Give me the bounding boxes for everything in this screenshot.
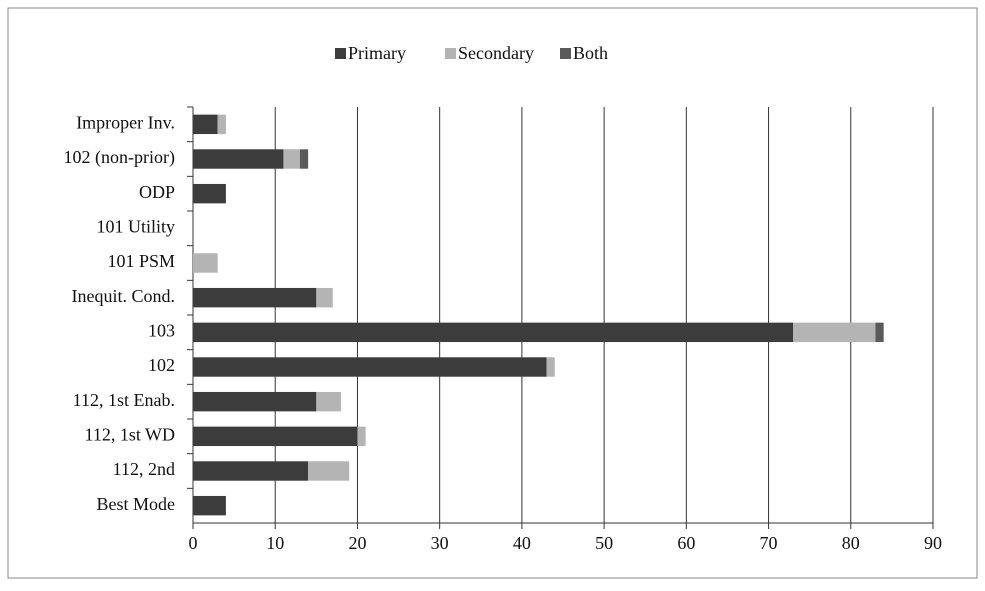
y-tick-label: 112, 2nd: [113, 459, 175, 479]
y-tick-label: 102 (non-prior): [64, 147, 175, 168]
y-tick-label: Best Mode: [97, 494, 176, 514]
x-tick-label: 30: [431, 533, 449, 553]
bar-segment: [193, 287, 317, 308]
legend-swatch: [560, 48, 571, 59]
bar-segment: [193, 253, 218, 273]
bar-segment: [875, 322, 884, 343]
bar-segment: [193, 357, 547, 377]
y-tick-label: Improper Inv.: [76, 112, 175, 132]
x-tick-label: 40: [513, 533, 531, 553]
x-tick-label: 20: [348, 533, 366, 553]
y-tick-label: Inequit. Cond.: [72, 286, 176, 306]
x-tick-label: 70: [760, 533, 778, 553]
bar-segment: [193, 391, 317, 412]
y-tick-label: 101 Utility: [96, 216, 175, 236]
bar-segment: [193, 461, 309, 481]
legend-swatch: [445, 48, 456, 59]
y-tick-label: 102: [148, 355, 175, 375]
bar-segment: [299, 149, 309, 169]
bar-segment: [793, 322, 876, 343]
x-tick-label: 10: [266, 533, 284, 553]
y-tick-label: 112, 1st WD: [84, 424, 175, 444]
bar-segment: [283, 149, 300, 169]
bar-segment: [193, 149, 284, 169]
legend-label: Secondary: [458, 43, 534, 63]
legend-swatch: [335, 48, 346, 59]
x-tick-label: 90: [924, 533, 942, 553]
bar-segment: [316, 287, 333, 308]
x-tick-label: 80: [842, 533, 860, 553]
bar-segment: [357, 426, 366, 447]
bar-segment: [193, 426, 358, 447]
bar-segment: [193, 183, 226, 204]
chart-frame: [7, 7, 978, 579]
y-tick-label: 103: [148, 320, 175, 340]
x-tick-label: 50: [595, 533, 613, 553]
bar-segment: [217, 114, 226, 135]
bar-segment: [193, 495, 226, 516]
y-tick-label: 112, 1st Enab.: [73, 390, 175, 410]
bar-segment: [193, 322, 794, 343]
x-tick-label: 0: [189, 533, 198, 553]
bar-segment: [193, 114, 218, 135]
bar-segment: [546, 357, 555, 377]
y-tick-label: ODP: [139, 182, 175, 202]
legend-label: Primary: [348, 43, 406, 63]
bar-segment: [308, 461, 350, 481]
legend-label: Both: [573, 43, 608, 63]
bar-segment: [316, 391, 341, 412]
y-tick-label: 101 PSM: [107, 251, 175, 271]
x-tick-label: 60: [677, 533, 695, 553]
